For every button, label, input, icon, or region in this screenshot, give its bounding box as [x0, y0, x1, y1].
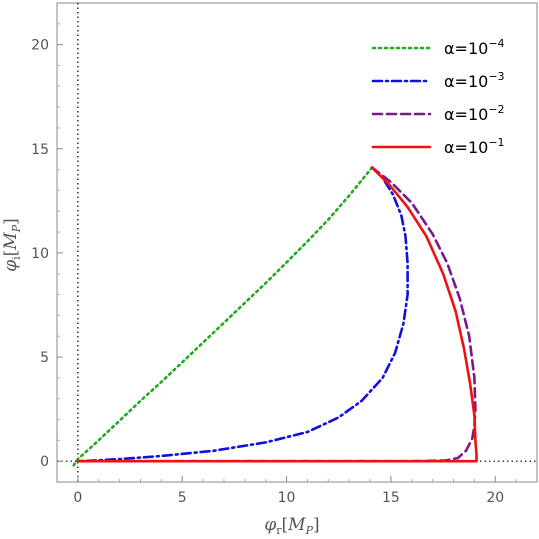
- x-tick-label: 5: [178, 490, 187, 506]
- series-group: [72, 166, 478, 467]
- x-tick-label: 0: [73, 490, 82, 506]
- series-line-2: [76, 166, 409, 463]
- y-tick-label: 5: [40, 350, 49, 366]
- legend-label-3: α=10−2: [444, 103, 505, 124]
- y-tick-label: 15: [31, 142, 49, 158]
- series-line-4: [76, 166, 478, 463]
- axis-ticks: 0 5 10 15 20 0 5 10 15 20: [31, 23, 517, 506]
- y-tick-label: 20: [31, 38, 49, 54]
- y-tick-label: 0: [40, 454, 49, 470]
- x-tick-label: 10: [278, 490, 296, 506]
- series-line-1: [72, 166, 374, 467]
- legend-label-2: α=10−3: [444, 70, 505, 91]
- x-tick-label: 15: [382, 490, 400, 506]
- plot-frame: [56, 2, 538, 483]
- y-tick-label: 10: [31, 246, 49, 262]
- legend-label-1: α=10−4: [444, 37, 505, 58]
- legend-label-4: α=10−1: [444, 136, 505, 157]
- x-axis-label: φr[MP]: [264, 515, 319, 537]
- x-tick-label: 20: [486, 490, 504, 506]
- y-axis-label: φi[MP]: [1, 218, 23, 272]
- legend: α=10−4 α=10−3 α=10−2 α=10−1: [371, 37, 505, 157]
